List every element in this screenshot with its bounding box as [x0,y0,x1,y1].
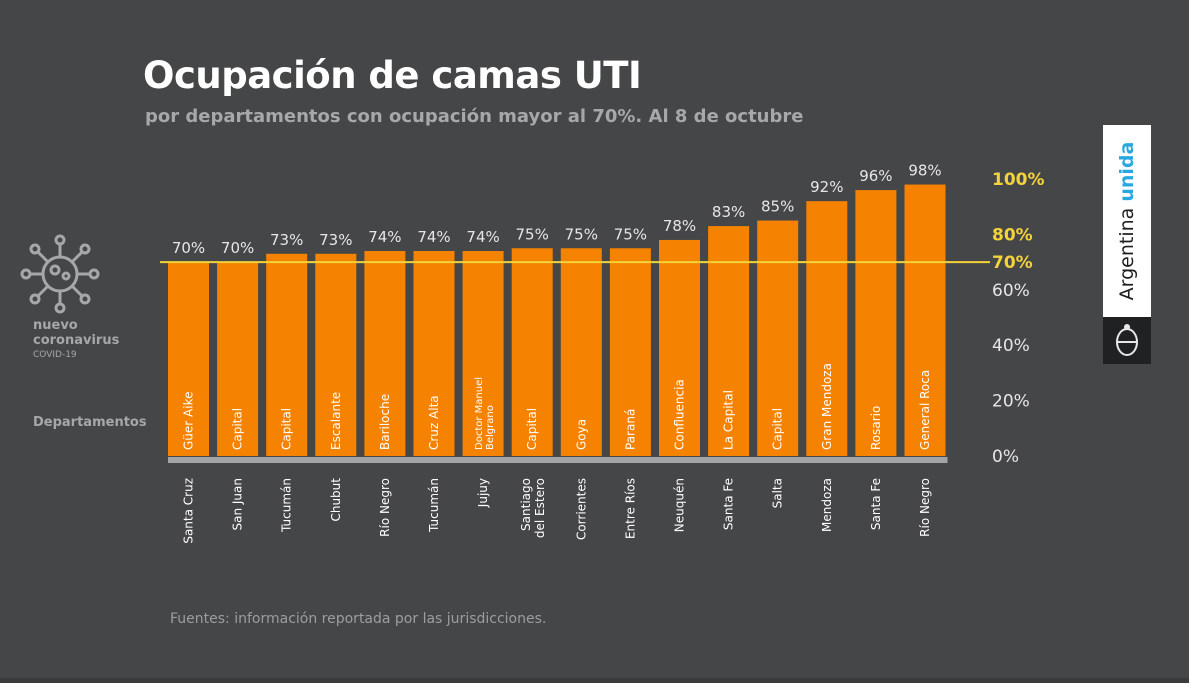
y-tick-label-0: 0% [992,447,1019,467]
province-label-5: Tucumán [427,478,441,533]
bar-4 [364,251,406,456]
x-axis-baseline [168,457,948,463]
bar-11 [708,226,750,456]
departments-label: Departamentos [33,415,147,430]
value-label-9: 75% [614,225,647,243]
province-label-11: Santa Fe [722,478,736,530]
department-label-4: Bariloche [378,394,392,450]
department-label-14: Rosario [869,406,883,450]
bars-group [168,184,946,457]
value-label-11: 83% [712,203,745,221]
province-label-1: San Juan [231,478,245,531]
logo-text-accent: unida [1116,141,1138,202]
value-labels-group: 70% 70% 73% 73% 74% 74% 74% 75% 75% 75% 78% 83% 85% 9… [172,162,942,258]
department-label-5: Cruz Alta [427,395,441,450]
logo-text: Argentina unida [1116,142,1138,301]
province-label-2: Tucumán [280,478,294,533]
badge-line-1: nuevo [33,318,78,333]
department-label-7: Capital [525,408,539,450]
province-label-9: Entre Ríos [623,478,637,539]
value-label-13: 92% [810,178,843,196]
province-label-3: Chubut [329,478,343,522]
logo-emblem-panel [1103,317,1151,364]
province-label-12: Salta [771,478,785,508]
y-tick-label-80: 80% [992,225,1033,245]
coat-of-arms-icon [1116,324,1138,356]
y-tick-label-100: 100% [992,170,1045,190]
value-label-2: 73% [270,231,303,249]
bar-10 [659,239,700,456]
province-label-6: Jujuy [476,478,490,508]
department-label-8: Goya [574,419,588,450]
y-tick-label-60: 60% [992,281,1030,301]
bar-15 [904,184,946,457]
department-label-1: Capital [231,408,245,450]
badge-line-3: COVID-19 [33,350,77,360]
bar-3 [315,253,357,456]
bar-5 [413,251,455,456]
value-label-0: 70% [172,239,205,257]
department-label-0: Güer Aike [182,392,196,450]
bar-0 [168,262,209,456]
department-label-13: Gran Mendoza [820,363,834,450]
province-label-13: Mendoza [820,478,834,532]
province-label-8: Corrientes [574,478,588,540]
logo-text-main: Argentina [1116,207,1138,301]
department-label-11: La Capital [722,390,736,450]
bar-13 [806,201,848,456]
bar-7 [511,248,553,456]
value-label-5: 74% [417,228,450,246]
province-label-14: Santa Fe [869,478,883,530]
bar-6 [462,251,504,456]
department-label-6: Doctor ManuelBelgrano [474,377,496,450]
department-label-2: Capital [280,408,294,450]
bar-2 [266,253,308,456]
province-label-7: Santiagodel Estero [519,478,547,538]
bar-14 [855,190,897,456]
department-labels-group: Güer Aike Capital Capital Escalante Bariloch… [182,363,933,450]
value-label-6: 74% [466,228,499,246]
department-label-12: Capital [771,408,785,450]
chart-title: Ocupación de camas UTI [143,54,642,97]
department-label-9: Paraná [623,409,637,450]
y-tick-label-20: 20% [992,392,1030,412]
chart-subtitle: por departamentos con ocupación mayor al… [145,106,804,127]
y-axis-ticks-group: 0% 20% 40% 60% 70% 80% 100% [992,170,1045,467]
bar-9 [609,248,651,456]
y-tick-label-40: 40% [992,336,1030,356]
source-note: Fuentes: información reportada por las j… [170,611,547,627]
coronavirus-icon [20,234,100,314]
argentina-unida-logo: Argentina unida [1103,125,1151,364]
bar-1 [217,262,259,456]
bar-12 [757,220,799,456]
bar-8 [560,248,602,456]
value-label-8: 75% [565,225,598,243]
badge-line-2: coronavirus [33,333,120,348]
value-label-3: 73% [319,231,352,249]
province-label-0: Santa Cruz [182,478,196,544]
value-label-12: 85% [761,198,794,216]
value-label-15: 98% [908,162,941,180]
logo-panel: Argentina unida [1103,125,1151,317]
value-label-4: 74% [368,228,401,246]
department-label-10: Confluencia [673,379,687,450]
department-label-15: General Roca [918,370,932,450]
value-label-10: 78% [663,217,696,235]
province-label-10: Neuquén [673,478,687,532]
value-label-14: 96% [859,167,892,185]
province-label-4: Río Negro [378,478,392,537]
bottom-bar [0,678,1189,683]
coronavirus-badge: nuevo coronavirus COVID-19 [20,234,150,360]
province-label-15: Río Negro [918,478,932,537]
value-label-7: 75% [516,225,549,243]
value-label-1: 70% [221,239,254,257]
y-tick-label-70: 70% [992,253,1033,273]
department-label-3: Escalante [329,392,343,450]
province-labels-group: Santa Cruz San Juan Tucumán Chubut Río Negro… [182,478,933,544]
